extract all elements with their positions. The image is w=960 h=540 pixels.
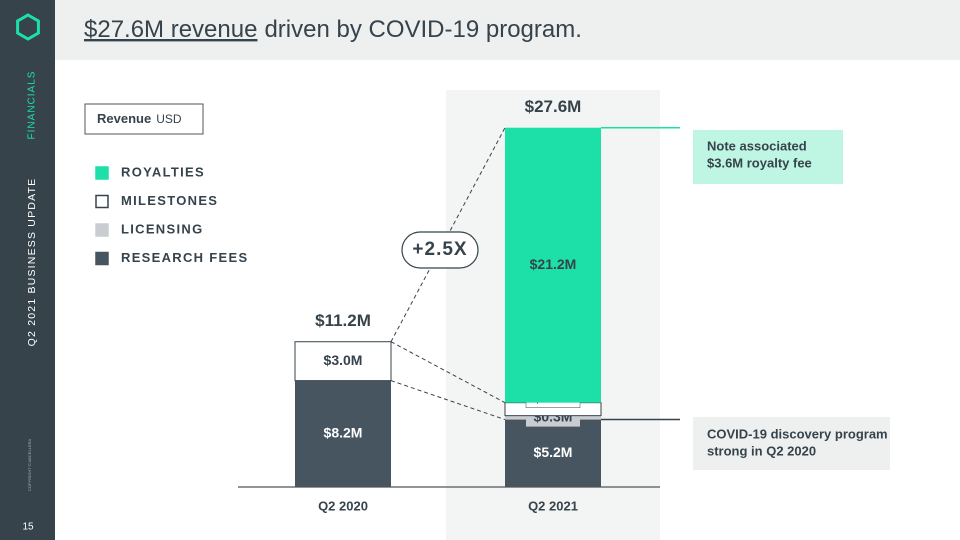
deck-label: Q2 2021 BUSINESS UPDATE (26, 178, 38, 347)
total-label: $27.6M (525, 97, 582, 116)
unit-metric: Revenue (97, 111, 151, 126)
section-label: FINANCIALS (27, 71, 38, 140)
bar-segment (295, 380, 391, 487)
value-label: $5.2M (534, 444, 573, 460)
growth-label: +2.5X (412, 239, 467, 260)
legend-swatch (95, 194, 109, 209)
unit-label: Revenue USD (97, 111, 182, 126)
legend-swatch (95, 251, 109, 266)
note-box (693, 417, 890, 470)
growth-pill (401, 231, 479, 269)
legend-label: MILESTONES (121, 193, 218, 208)
copyright: COPYRIGHT © ABCELLERA (27, 439, 32, 492)
bar-segment (505, 127, 601, 403)
note-text: Note associated (707, 138, 807, 153)
value-label: $8.2M (324, 425, 363, 441)
value-label: $3.0M (324, 352, 363, 368)
header-band (55, 0, 960, 60)
title: $27.6M revenue driven by COVID-19 program… (84, 16, 582, 43)
bar-segment (505, 419, 601, 487)
connector (390, 380, 506, 421)
value-label: $21.2M (530, 256, 577, 272)
x-tick-label: Q2 2020 (318, 498, 368, 513)
connector (390, 341, 506, 404)
legend-swatch (95, 166, 109, 180)
total-label: $11.2M (315, 311, 371, 330)
page-number: 15 (22, 522, 34, 533)
unit-box (84, 103, 204, 135)
note-text: $3.6M royalty fee (707, 155, 812, 170)
note-box (693, 130, 843, 184)
legend-label: RESEARCH FEES (121, 250, 248, 265)
note-text: COVID-19 discovery program (707, 426, 888, 441)
unit-currency: USD (156, 112, 182, 126)
title-rest: driven by COVID-19 program. (264, 16, 581, 43)
bar-segment (294, 341, 392, 382)
legend-label: ROYALTIES (121, 164, 205, 179)
note-text: strong in Q2 2020 (707, 443, 816, 458)
sidebar (0, 0, 55, 540)
legend-label: LICENSING (121, 221, 203, 236)
x-tick-label: Q2 2021 (528, 498, 578, 513)
logo (16, 13, 40, 41)
legend-swatch (95, 223, 109, 237)
title-highlight: $27.6M revenue (84, 16, 257, 43)
